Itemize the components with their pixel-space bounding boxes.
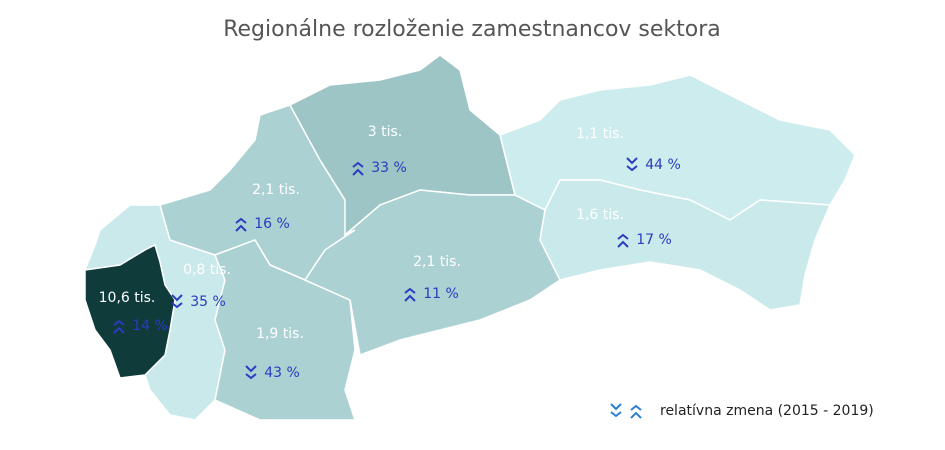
arrow-down: [610, 403, 622, 418]
region-nitra: [214, 239, 357, 421]
region-kosice: [539, 179, 832, 311]
region-change: 17 %: [636, 232, 672, 248]
region-count: 0,8 tis.: [183, 262, 231, 278]
arrow-up: [404, 287, 416, 302]
arrow-up: [630, 404, 642, 419]
arrow-up: [113, 319, 125, 334]
region-count: 2,1 tis.: [252, 182, 300, 198]
region-count: 1,1 tis.: [576, 126, 624, 142]
region-change: 43 %: [264, 365, 300, 381]
title: Regionálne rozloženie zamestnancov sekto…: [223, 17, 721, 42]
region-count: 2,1 tis.: [413, 254, 461, 270]
arrow-down: [245, 365, 257, 380]
region-change: 16 %: [254, 216, 290, 232]
arrow-down: [171, 294, 183, 309]
region-banska-bystrica: [303, 189, 561, 357]
region-count: 3 tis.: [368, 124, 402, 140]
arrow-down: [626, 157, 638, 172]
region-count: 1,9 tis.: [256, 326, 304, 342]
arrow-up: [235, 217, 247, 232]
region-change: 14 %: [132, 318, 168, 334]
region-change: 11 %: [423, 286, 459, 302]
legend-text: relatívna zmena (2015 - 2019): [660, 403, 874, 419]
region-bratislava: [84, 243, 176, 379]
region-count: 10,6 tis.: [99, 290, 156, 306]
region-change: 35 %: [190, 294, 226, 310]
arrow-up: [617, 233, 629, 248]
arrow-up: [352, 161, 364, 176]
region-change: 44 %: [645, 157, 681, 173]
region-count: 1,6 tis.: [576, 207, 624, 223]
region-change: 33 %: [371, 160, 407, 176]
